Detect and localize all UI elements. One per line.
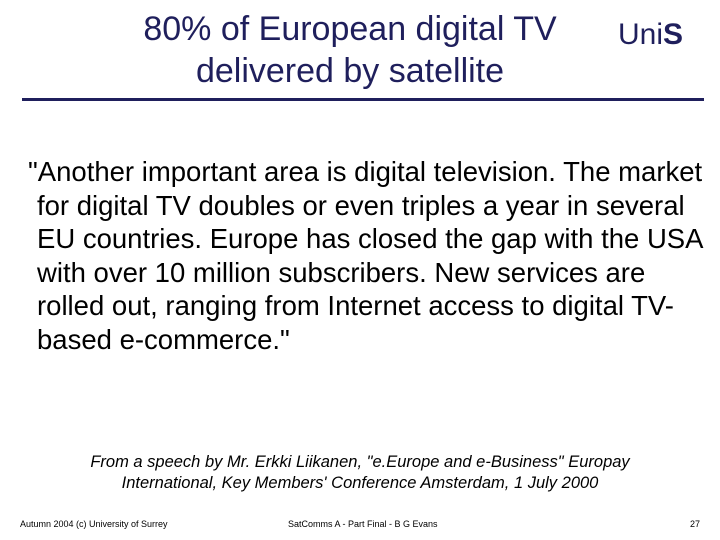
slide-title: 80% of European digital TV delivered by … bbox=[70, 8, 630, 92]
citation-line1: From a speech by Mr. Erkki Liikanen, "e.… bbox=[90, 453, 630, 471]
slide-title-line1: 80% of European digital TV bbox=[143, 10, 557, 48]
logo-mark: S bbox=[663, 18, 684, 51]
citation: From a speech by Mr. Erkki Liikanen, "e.… bbox=[40, 452, 680, 494]
footer-course: SatComms A - Part Final - B G Evans bbox=[288, 519, 438, 529]
unis-logo: UniS bbox=[618, 18, 683, 52]
logo-text: Uni bbox=[618, 18, 664, 51]
footer-copyright: Autumn 2004 (c) University of Surrey bbox=[20, 519, 168, 529]
page-number: 27 bbox=[690, 519, 701, 529]
slide-title-line2: delivered by satellite bbox=[195, 52, 505, 90]
quote-text: "Another important area is digital telev… bbox=[28, 156, 703, 355]
title-divider bbox=[22, 98, 704, 101]
citation-line2: International, Key Members' Conference A… bbox=[121, 474, 599, 492]
